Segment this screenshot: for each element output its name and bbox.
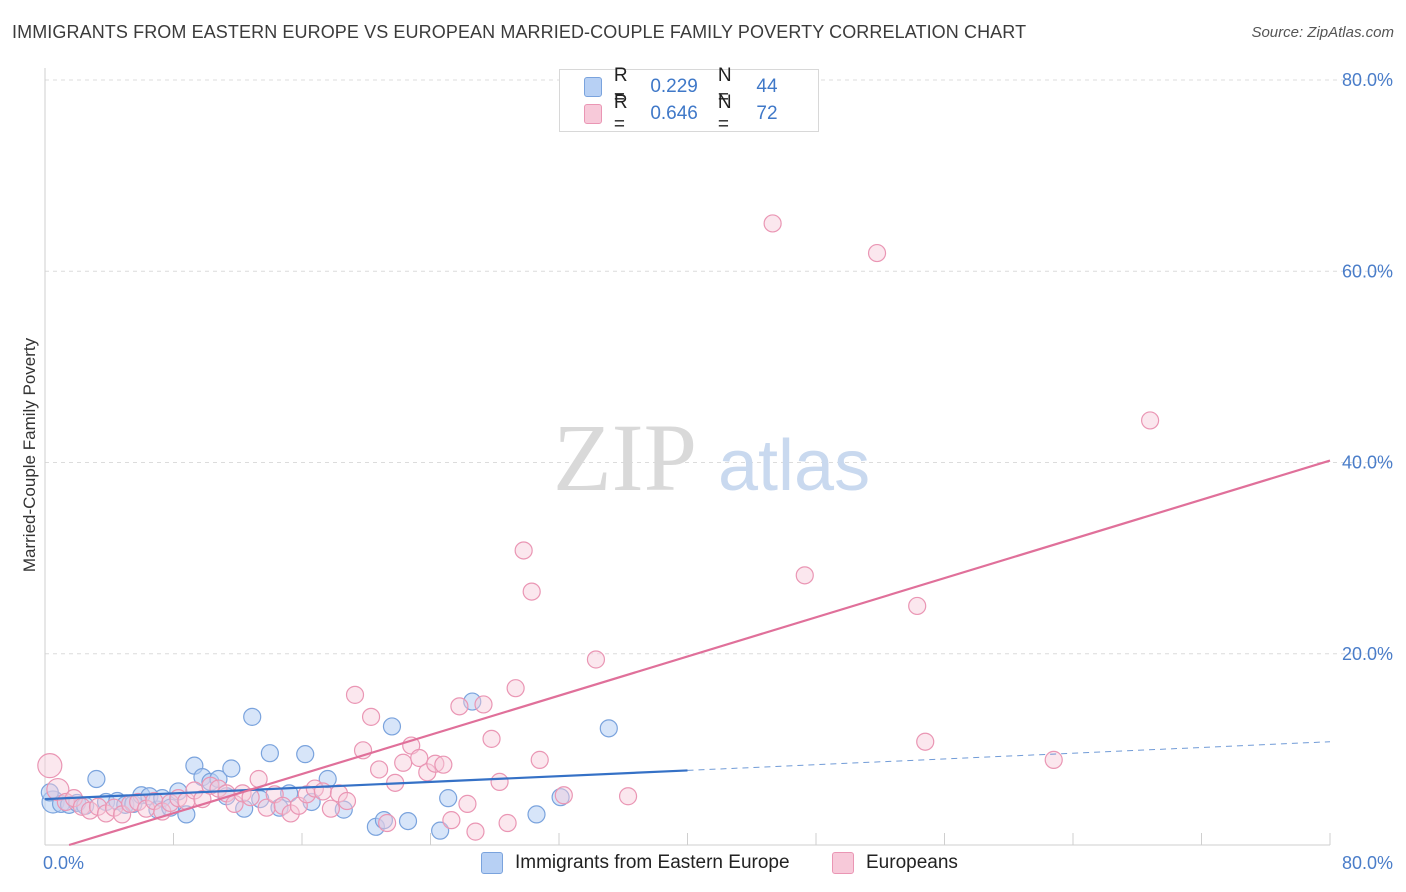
- data-point-europeans: [450, 697, 469, 716]
- chart-title: IMMIGRANTS FROM EASTERN EUROPE VS EUROPE…: [12, 22, 1027, 42]
- data-point-europeans: [394, 753, 413, 772]
- source-credit: Source: ZipAtlas.com: [1251, 24, 1394, 41]
- data-point-eastern-europe: [243, 707, 262, 726]
- data-point-eastern-europe: [222, 759, 241, 778]
- legend-r-label: R =: [613, 65, 628, 108]
- data-point-eastern-europe: [431, 821, 450, 840]
- grid-lines: [45, 79, 1392, 655]
- watermark-zip: ZIP: [553, 404, 697, 511]
- data-point-europeans: [506, 679, 525, 698]
- y-tick-label: 80.0%: [1342, 70, 1393, 90]
- trendline-europeans: [68, 459, 1331, 847]
- data-point-europeans: [458, 794, 477, 813]
- data-point-europeans: [490, 772, 509, 791]
- data-point-eastern-europe: [374, 811, 394, 830]
- y-tick-labels: 20.0% 40.0% 60.0% 80.0%: [1342, 70, 1393, 664]
- x-tick-label: 0.0%: [43, 853, 84, 873]
- data-point-europeans: [1140, 411, 1160, 430]
- data-point-eastern-europe: [551, 788, 570, 807]
- data-point-europeans: [498, 813, 517, 833]
- y-tick-label: 40.0%: [1342, 453, 1393, 473]
- data-point-europeans: [434, 755, 453, 774]
- data-point-eastern-europe: [40, 783, 59, 802]
- data-point-eastern-europe: [382, 717, 402, 736]
- data-point-eastern-europe: [527, 805, 546, 824]
- legend-r-value: 0.646: [650, 103, 698, 124]
- axes: [44, 68, 1331, 846]
- data-point-europeans: [361, 707, 381, 726]
- data-point-europeans: [466, 822, 485, 841]
- data-point-europeans: [442, 811, 461, 830]
- legend-swatch-blue: [481, 852, 503, 874]
- data-point-europeans: [370, 760, 389, 779]
- legend-r-label: R =: [613, 92, 628, 135]
- legend-swatch-pink: [832, 852, 854, 874]
- trend-lines: [44, 459, 1331, 847]
- y-tick-label: 20.0%: [1342, 644, 1393, 664]
- x-tick-labels: 0.0% 80.0%: [43, 853, 1393, 873]
- trendline-eastern-europe-extension: [687, 741, 1331, 771]
- legend-n-value: 44: [756, 76, 778, 97]
- data-point-europeans: [867, 243, 887, 263]
- legend-n-value: 72: [756, 103, 778, 124]
- data-point-europeans: [586, 650, 606, 669]
- stats-legend: R = 0.229 N = 44 R = 0.646 N = 72: [559, 65, 819, 135]
- data-point-europeans: [257, 798, 276, 817]
- series-europeans-points: [37, 214, 1160, 841]
- legend-swatch-pink: [584, 104, 602, 124]
- watermark-atlas: atlas: [718, 426, 870, 506]
- watermark: ZIP atlas: [553, 404, 870, 511]
- data-point-eastern-europe: [439, 789, 458, 808]
- data-point-europeans: [795, 566, 814, 585]
- data-point-eastern-europe: [296, 745, 315, 764]
- legend-row-eastern-europe: R = 0.229 N = 44: [584, 65, 818, 108]
- data-point-europeans: [554, 786, 573, 805]
- legend-item-europeans: Europeans: [832, 852, 958, 874]
- data-point-europeans: [474, 695, 493, 714]
- legend-label-eastern-europe: Immigrants from Eastern Europe: [515, 852, 790, 873]
- data-point-europeans: [482, 729, 501, 748]
- data-point-eastern-europe: [599, 719, 618, 738]
- data-point-europeans: [763, 214, 782, 233]
- legend-n-label: N =: [717, 65, 732, 108]
- data-point-europeans: [37, 753, 63, 779]
- data-point-eastern-europe: [87, 769, 106, 789]
- legend-swatch-blue: [584, 77, 602, 97]
- series-legend: Immigrants from Eastern Europe Europeans: [0, 852, 1406, 876]
- legend-item-eastern-europe: Immigrants from Eastern Europe: [481, 852, 790, 874]
- legend-label-europeans: Europeans: [866, 852, 958, 873]
- data-point-europeans: [337, 791, 357, 811]
- data-point-europeans: [378, 813, 397, 833]
- data-point-europeans: [1044, 750, 1063, 769]
- data-point-europeans: [618, 787, 638, 806]
- data-point-eastern-europe: [260, 744, 279, 763]
- trendline-eastern-europe: [44, 769, 688, 801]
- legend-n-label: N =: [717, 92, 732, 135]
- legend-row-europeans: R = 0.646 N = 72: [584, 92, 818, 135]
- legend-r-value: 0.229: [650, 76, 698, 97]
- data-point-europeans: [345, 685, 365, 704]
- x-tick-label: 80.0%: [1342, 853, 1393, 873]
- data-point-eastern-europe: [235, 799, 254, 818]
- data-point-europeans: [321, 799, 341, 818]
- data-point-europeans: [908, 596, 927, 616]
- data-point-eastern-europe: [398, 811, 418, 831]
- data-point-eastern-europe: [270, 798, 289, 817]
- data-point-europeans: [410, 748, 429, 768]
- data-point-europeans: [530, 750, 549, 769]
- data-point-europeans: [522, 582, 541, 601]
- data-point-europeans: [916, 732, 935, 751]
- y-tick-label: 60.0%: [1342, 261, 1393, 281]
- data-point-europeans: [514, 541, 533, 560]
